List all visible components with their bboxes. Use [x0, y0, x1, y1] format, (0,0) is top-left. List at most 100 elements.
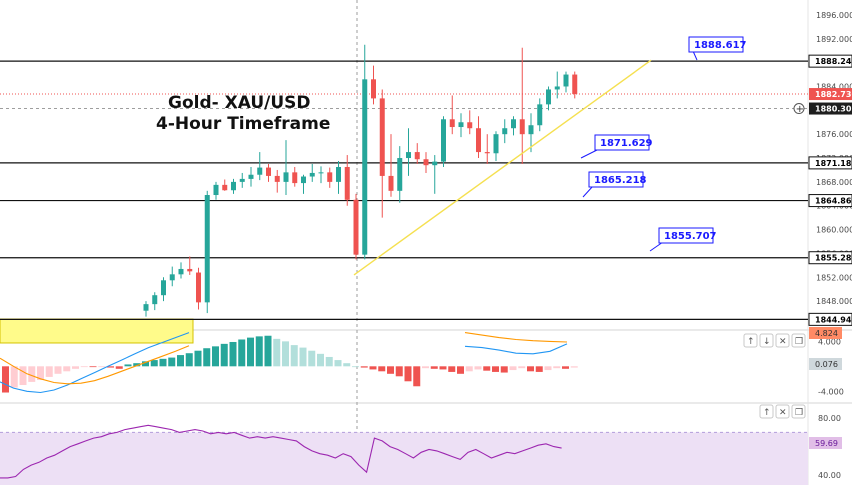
candle-body — [178, 268, 184, 275]
macd-histogram-bar — [98, 366, 106, 368]
macd-histogram-bar — [19, 366, 27, 386]
candle-body — [301, 176, 306, 184]
candle-body — [414, 152, 420, 160]
macd-histogram-bar — [80, 366, 88, 368]
rsi-button-label: ✕ — [779, 408, 787, 418]
candle-body — [449, 119, 455, 128]
macd-button-label: ✕ — [779, 337, 787, 347]
macd-histogram-bar — [518, 366, 526, 369]
macd-tick-label: -4.000 — [818, 387, 844, 396]
horizontal-level-label: 1855.284 — [815, 254, 852, 263]
macd-button-label: ↑ — [747, 337, 755, 347]
candle-body — [169, 274, 175, 281]
macd-histogram-bar — [527, 366, 534, 372]
macd-histogram-bar — [203, 348, 211, 367]
horizontal-level-tag — [808, 156, 852, 170]
macd-tick-label: 4.000 — [818, 337, 841, 346]
chart-title-line1: Gold- XAU/USD — [168, 93, 311, 113]
macd-histogram-bar — [500, 366, 508, 373]
macd-histogram-bar — [89, 366, 97, 368]
callout-box — [588, 171, 644, 188]
current-price-tag — [809, 88, 852, 101]
macd-button[interactable]: ❒ — [791, 333, 806, 348]
macd-histogram-bar — [2, 366, 9, 393]
candle-body — [274, 175, 280, 182]
macd-button[interactable]: ↓ — [759, 333, 774, 348]
rsi-button[interactable]: ↑ — [759, 404, 774, 419]
macd-histogram-bar — [273, 338, 281, 367]
candle-body — [196, 272, 201, 303]
candle-body — [222, 184, 228, 191]
candle-body — [554, 86, 560, 90]
macd-histogram-bar — [369, 366, 377, 370]
macd-button[interactable]: ↑ — [743, 333, 758, 348]
crosshair-price-label: 1880.301 — [815, 105, 852, 114]
macd-readout-label: 0.076 — [815, 360, 838, 369]
macd-histogram-bar — [212, 346, 219, 367]
macd-button-label: ↓ — [763, 337, 771, 347]
trendline — [353, 59, 652, 276]
callout-pointer — [582, 185, 594, 198]
candle-body — [231, 181, 236, 191]
highlight-zone — [0, 318, 194, 344]
horizontal-level-label: 1871.187 — [815, 159, 852, 168]
rsi-button[interactable]: ✕ — [775, 404, 790, 419]
macd-button[interactable]: ✕ — [775, 333, 790, 348]
candle-body — [484, 152, 490, 154]
macd-readout-label: 4.824 — [815, 329, 838, 338]
macd-histogram-bar — [177, 355, 184, 367]
candle-body — [318, 172, 324, 174]
horizontal-level-label: 1864.868 — [815, 197, 852, 206]
candle-body — [388, 175, 394, 191]
macd-button-frame — [775, 333, 790, 348]
macd-histogram-bar — [308, 350, 316, 367]
rsi-band — [0, 432, 808, 485]
macd-histogram-bar — [465, 366, 473, 372]
candle-body — [528, 125, 534, 135]
candle-body — [248, 174, 254, 179]
candle-body — [502, 128, 508, 135]
macd-line — [0, 332, 190, 394]
macd-histogram-bar — [553, 366, 561, 369]
candle-body — [397, 158, 403, 191]
candle-body — [423, 159, 429, 166]
macd-button-label: ❒ — [795, 337, 803, 347]
candle-body — [344, 166, 350, 200]
callout-label: 1888.617 — [694, 40, 747, 51]
horizontal-level-tag — [808, 54, 852, 68]
macd-button-frame — [759, 333, 774, 348]
rsi-button[interactable]: ❒ — [791, 404, 806, 419]
macd-histogram-bar — [325, 356, 333, 367]
macd-histogram-bar — [387, 366, 394, 374]
candle-body — [371, 79, 376, 99]
macd-histogram-bar — [562, 366, 569, 369]
macd-readout-tag — [809, 327, 842, 339]
macd-button-frame — [791, 333, 806, 348]
candle-body — [537, 104, 543, 126]
y-tick-label: 1852.000 — [816, 273, 852, 282]
macd-histogram-bar — [10, 366, 18, 388]
macd-histogram-bar — [290, 345, 298, 367]
candle-body — [143, 304, 149, 311]
candle-body — [283, 172, 289, 182]
candle-body — [476, 128, 481, 153]
macd-histogram-bar — [150, 360, 158, 367]
macd-button-frame — [743, 333, 758, 348]
candle-body — [458, 122, 464, 128]
current-price-label: 1882.730 — [815, 90, 852, 99]
macd-histogram-bar — [54, 366, 62, 374]
macd-histogram-bar — [448, 366, 456, 372]
callout-box — [594, 134, 650, 151]
y-tick-label: 1884.000 — [816, 82, 852, 91]
rsi-readout-label: 59.69 — [815, 439, 838, 448]
macd-histogram-bar — [282, 341, 289, 367]
macd-histogram-bar — [238, 339, 246, 367]
rsi-button-label: ↑ — [763, 408, 771, 418]
macd-histogram-bar — [63, 366, 71, 372]
candle-body — [327, 172, 333, 182]
callout-box — [658, 227, 714, 244]
y-tick-label: 1860.000 — [816, 226, 852, 235]
macd-histogram-bar — [299, 347, 307, 367]
